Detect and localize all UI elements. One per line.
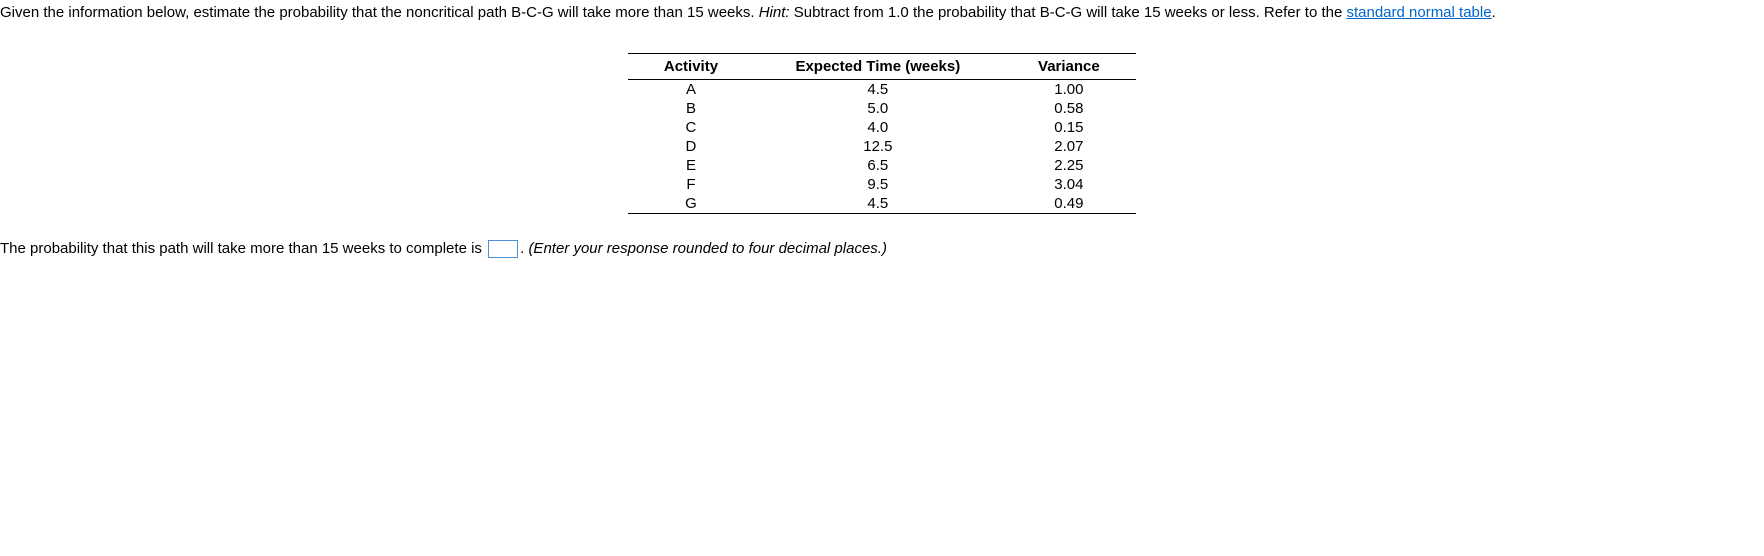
cell-activity: A bbox=[628, 80, 754, 100]
answer-input[interactable] bbox=[488, 240, 518, 258]
cell-time: 5.0 bbox=[754, 99, 1002, 118]
cell-activity: G bbox=[628, 194, 754, 214]
cell-variance: 0.15 bbox=[1002, 118, 1136, 137]
cell-activity: F bbox=[628, 175, 754, 194]
cell-time: 6.5 bbox=[754, 156, 1002, 175]
cell-time: 4.5 bbox=[754, 80, 1002, 100]
col-activity: Activity bbox=[628, 54, 754, 80]
table-container: Activity Expected Time (weeks) Variance … bbox=[0, 53, 1764, 214]
question-prefix: Given the information below, estimate th… bbox=[0, 4, 759, 21]
cell-activity: D bbox=[628, 137, 754, 156]
cell-activity: E bbox=[628, 156, 754, 175]
table-row: D 12.5 2.07 bbox=[628, 137, 1136, 156]
cell-variance: 3.04 bbox=[1002, 175, 1136, 194]
table-row: A 4.5 1.00 bbox=[628, 80, 1136, 100]
cell-activity: C bbox=[628, 118, 754, 137]
cell-time: 4.0 bbox=[754, 118, 1002, 137]
table-row: G 4.5 0.49 bbox=[628, 194, 1136, 214]
col-variance: Variance bbox=[1002, 54, 1136, 80]
hint-text: Subtract from 1.0 the probability that B… bbox=[790, 4, 1347, 21]
cell-time: 4.5 bbox=[754, 194, 1002, 214]
question-text: Given the information below, estimate th… bbox=[0, 0, 1764, 23]
table-row: B 5.0 0.58 bbox=[628, 99, 1136, 118]
cell-variance: 2.07 bbox=[1002, 137, 1136, 156]
activity-table: Activity Expected Time (weeks) Variance … bbox=[628, 53, 1136, 214]
cell-variance: 0.58 bbox=[1002, 99, 1136, 118]
cell-variance: 1.00 bbox=[1002, 80, 1136, 100]
cell-time: 12.5 bbox=[754, 137, 1002, 156]
table-row: F 9.5 3.04 bbox=[628, 175, 1136, 194]
cell-variance: 0.49 bbox=[1002, 194, 1136, 214]
answer-pre: The probability that this path will take… bbox=[0, 240, 486, 257]
table-row: C 4.0 0.15 bbox=[628, 118, 1136, 137]
answer-line: The probability that this path will take… bbox=[0, 238, 1764, 301]
cell-activity: B bbox=[628, 99, 754, 118]
table-row: E 6.5 2.25 bbox=[628, 156, 1136, 175]
cell-variance: 2.25 bbox=[1002, 156, 1136, 175]
answer-instruction: (Enter your response rounded to four dec… bbox=[528, 240, 887, 257]
col-expected-time: Expected Time (weeks) bbox=[754, 54, 1002, 80]
cell-time: 9.5 bbox=[754, 175, 1002, 194]
standard-normal-table-link[interactable]: standard normal table bbox=[1346, 4, 1491, 21]
question-suffix: . bbox=[1492, 4, 1496, 21]
hint-label: Hint: bbox=[759, 4, 790, 21]
